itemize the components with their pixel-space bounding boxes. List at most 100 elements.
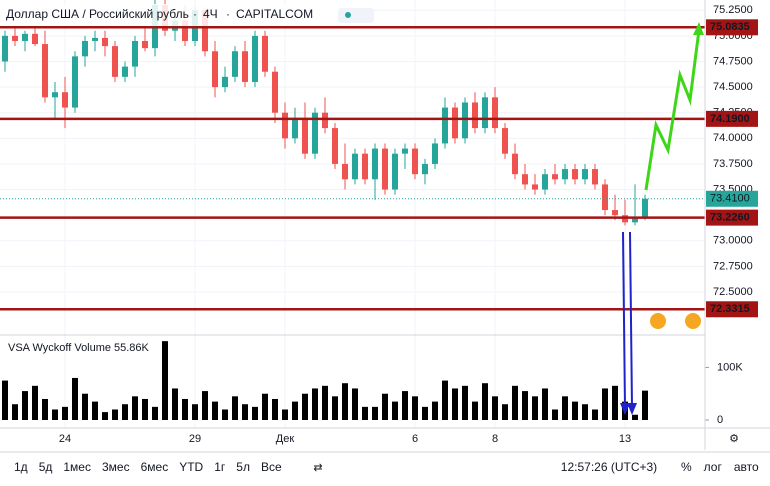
level-label: 74.1900 (710, 113, 750, 125)
scale-button[interactable]: авто (734, 460, 759, 474)
symbol-title: Доллар США / Российский рубль (6, 7, 189, 21)
candle-body (302, 117, 308, 154)
candle-body (122, 66, 128, 77)
range-button[interactable]: 1мес (63, 460, 91, 474)
candle-body (512, 153, 518, 175)
volume-bar (272, 398, 278, 420)
volume-bar (352, 388, 358, 420)
candle-body (2, 35, 8, 62)
volume-bar (12, 404, 18, 420)
volume-bar (162, 341, 168, 420)
candle-body (52, 92, 58, 98)
separator: · (193, 7, 197, 21)
range-button[interactable]: 5д (39, 460, 53, 474)
volume-bar (122, 404, 128, 420)
volume-tick-label: 100K (717, 361, 743, 373)
candle-body (472, 102, 478, 129)
y-tick-label: 75.2500 (713, 4, 753, 16)
source: CAPITALCOM (236, 7, 313, 21)
last-price-bg (706, 190, 758, 207)
level-label-bg (706, 209, 758, 226)
candle-body (392, 153, 398, 190)
candle-body (592, 169, 598, 185)
candle-body (332, 128, 338, 164)
compare-icon[interactable]: ⇄ (313, 462, 322, 474)
candle-body (232, 51, 238, 77)
candle-body (32, 33, 38, 45)
volume-bar (402, 391, 408, 420)
candle-body (182, 20, 188, 41)
range-button[interactable]: 6мес (141, 460, 169, 474)
volume-bar (482, 383, 488, 420)
volume-bar (62, 406, 68, 420)
range-button[interactable]: 3мес (102, 460, 130, 474)
y-tick-label: 74.0000 (713, 132, 753, 144)
volume-bar (182, 398, 188, 420)
candle-body (292, 117, 298, 139)
candle-body (212, 51, 218, 88)
x-tick-label: 29 (189, 433, 201, 445)
candle-body (312, 112, 318, 154)
event-flag[interactable] (685, 313, 701, 329)
range-button[interactable]: 1г (214, 460, 226, 474)
volume-bar (492, 396, 498, 420)
level-label-bg (706, 301, 758, 318)
candle-body (272, 71, 278, 113)
range-button[interactable]: Все (261, 460, 282, 474)
volume-bar (232, 396, 238, 420)
volume-bar (142, 398, 148, 420)
last-price-label: 73.4100 (710, 193, 750, 205)
candle-body (22, 33, 28, 41)
candle-body (382, 148, 388, 190)
candle-body (132, 40, 138, 67)
header-bg (0, 4, 340, 26)
clock: 12:57:26 (UTC+3) (561, 460, 657, 474)
candle-body (82, 40, 88, 57)
volume-bar (572, 401, 578, 420)
interval[interactable]: 4Ч (203, 7, 218, 21)
blue-arrow (622, 231, 626, 409)
y-tick-label: 72.7500 (713, 260, 753, 272)
volume-bar (452, 388, 458, 420)
candle-body (282, 112, 288, 139)
volume-bar (112, 409, 118, 420)
volume-bar (82, 393, 88, 420)
candle-body (542, 174, 548, 190)
volume-bar (612, 385, 618, 420)
volume-bar (642, 390, 648, 420)
volume-bar (442, 380, 448, 420)
volume-bar (102, 412, 108, 420)
volume-last-value: 55.86K (114, 342, 150, 354)
y-tick-label: 73.7500 (713, 158, 753, 170)
range-button[interactable]: 5л (236, 460, 250, 474)
volume-bar (302, 393, 308, 420)
candle-body (142, 40, 148, 49)
scale-button[interactable]: % (681, 460, 692, 474)
volume-bar (372, 406, 378, 420)
candle-body (452, 107, 458, 139)
candle-body (322, 112, 328, 129)
volume-bar (592, 409, 598, 420)
volume-bar (92, 401, 98, 420)
settings-icon[interactable]: ⚙ (729, 433, 739, 445)
volume-bar (32, 385, 38, 420)
arrow-head (620, 403, 630, 415)
candle-body (222, 76, 228, 88)
volume-bar (392, 401, 398, 420)
range-button[interactable]: YTD (179, 460, 203, 474)
level-label: 73.2260 (710, 212, 750, 224)
status-badge[interactable] (338, 8, 374, 23)
level-label-bg (706, 19, 758, 36)
candle-body (12, 35, 18, 41)
x-tick-label: 8 (492, 433, 498, 445)
scale-button[interactable]: лог (704, 460, 723, 474)
volume-bar (242, 404, 248, 420)
plot: 75.250075.000074.750074.500074.250074.00… (0, 0, 758, 445)
arrow-head (693, 22, 704, 35)
candle-body (432, 143, 438, 164)
candle-body (362, 153, 368, 180)
volume-bar (382, 393, 388, 420)
event-flag[interactable] (650, 313, 666, 329)
x-tick-label: 13 (619, 433, 631, 445)
range-button[interactable]: 1д (14, 460, 28, 474)
